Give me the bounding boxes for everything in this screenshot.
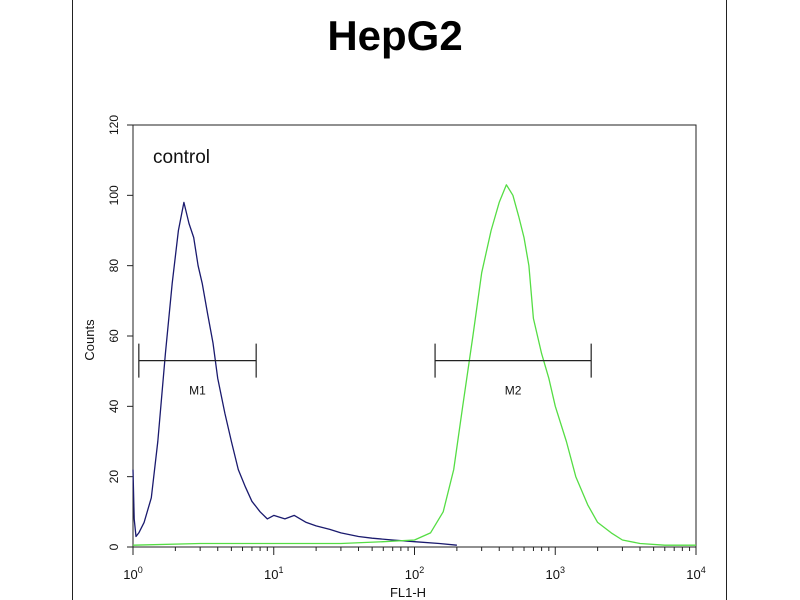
x-tick-label: 102 (405, 565, 424, 582)
plot-area (132, 124, 697, 548)
y-axis: 0 20 40 60 80 100 120 (107, 115, 133, 550)
y-tick-label: 100 (107, 185, 121, 205)
series-layer (132, 184, 696, 546)
sample-histogram-line (132, 184, 696, 546)
marker-label: M1 (189, 384, 206, 398)
y-tick-label: 80 (107, 259, 121, 273)
y-tick-label: 40 (107, 399, 121, 413)
control-annotation: control (153, 147, 210, 168)
x-axis: 100 101 102 103 104 (123, 547, 706, 582)
x-tick-label: 104 (686, 565, 705, 582)
control-histogram-line (132, 201, 457, 546)
y-tick-label: 0 (107, 543, 121, 550)
x-tick-label: 103 (546, 565, 565, 582)
x-tick-label: 100 (123, 565, 142, 582)
chart-title: HepG2 (327, 12, 462, 59)
figure-frame (72, 0, 727, 600)
y-tick-label: 120 (107, 115, 121, 135)
x-tick-label: 101 (264, 565, 283, 582)
marker-label: M2 (505, 384, 522, 398)
marker-layer: M1 M2 (138, 343, 592, 398)
y-tick-label: 20 (107, 470, 121, 484)
y-axis-label: Counts (82, 319, 97, 361)
y-tick-label: 60 (107, 329, 121, 343)
x-axis-label: FL1-H (390, 585, 426, 600)
